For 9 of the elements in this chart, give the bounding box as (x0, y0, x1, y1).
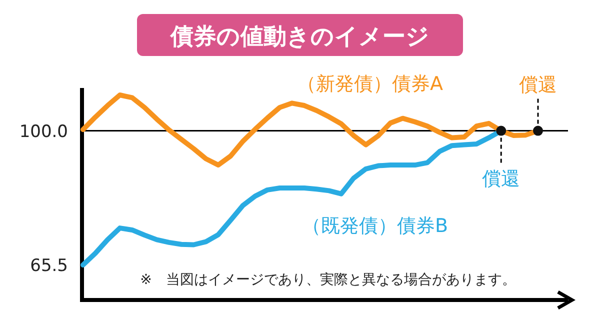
annotation: 償還 (482, 168, 520, 190)
annotation: ※ 当図はイメージであり、実際と異なる場合があります。 (140, 272, 516, 288)
annotation: 償還 (519, 74, 557, 96)
title: 債券の値動きのイメージ (137, 14, 463, 56)
series-label: （既発債）債券B (302, 215, 448, 237)
y-tick-label: 100.0 (19, 122, 68, 142)
y-tick-label: 65.5 (30, 256, 68, 276)
chart-title: 債券の値動きのイメージ (170, 24, 430, 50)
series-label: （新発債）債券A (297, 73, 443, 95)
